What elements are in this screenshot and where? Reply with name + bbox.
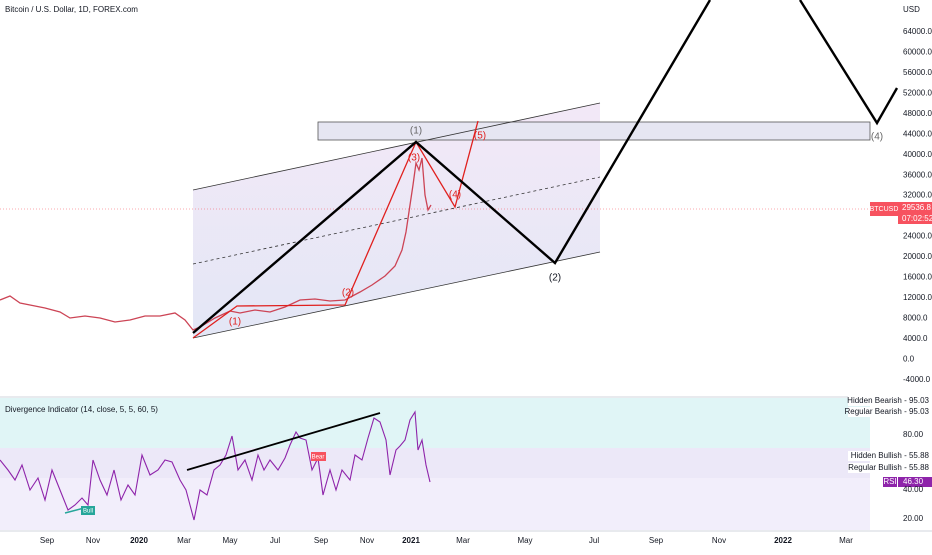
time-axis-label: Nov (712, 536, 726, 545)
countdown: 07:02:52 (902, 214, 932, 223)
price-axis-label: 20000.0 (903, 252, 932, 261)
black-wave-b (800, 0, 897, 123)
time-axis-label: Jul (270, 536, 280, 545)
indicator-title: Divergence Indicator (14, close, 5, 5, 6… (5, 405, 158, 414)
legend-text: Hidden Bearish - 95.03 (847, 396, 929, 405)
time-axis-label: Mar (839, 536, 853, 545)
price-axis-label: 60000.0 (903, 48, 932, 57)
price-axis-label: 24000.0 (903, 232, 932, 241)
last-price: 29536.8 (902, 203, 931, 212)
time-axis-label: Nov (86, 536, 100, 545)
price-axis-label: 44000.0 (903, 129, 932, 138)
rsi-name: RSI (883, 477, 896, 486)
price-axis-label: -4000.0 (903, 375, 931, 384)
price-axis-label: 16000.0 (903, 273, 932, 282)
wave-label: (2) (549, 273, 561, 284)
price-axis-label: 40000.0 (903, 150, 932, 159)
price-axis-label: 32000.0 (903, 191, 932, 200)
rsi-axis-label: 80.00 (903, 430, 924, 439)
rsi-band (0, 448, 870, 478)
bear-text: Bear (312, 455, 325, 461)
symbol: BTCUSD (870, 206, 899, 213)
lower-band (0, 478, 870, 530)
time-axis-label: Mar (177, 536, 191, 545)
time-axis-label: 2022 (774, 536, 792, 545)
wave-label: (4) (449, 190, 461, 201)
bull-text: Bull (83, 509, 93, 515)
time-axis-label: Sep (40, 536, 55, 545)
rsi-axis-label: 40.00 (903, 485, 924, 494)
price-axis-label: 8000.0 (903, 313, 928, 322)
time-axis-label: 2020 (130, 536, 148, 545)
currency: USD (903, 5, 920, 14)
time-axis-label: Sep (314, 536, 329, 545)
wave-label: (1) (410, 126, 422, 137)
price-axis-label: 36000.0 (903, 170, 932, 179)
time-axis-label: May (222, 536, 237, 545)
wave-label: (2) (342, 288, 354, 299)
rsi-axis-label: 20.00 (903, 514, 924, 523)
price-axis-label: 48000.0 (903, 109, 932, 118)
price-axis-label: 52000.0 (903, 88, 932, 97)
price-axis-label: 4000.0 (903, 334, 928, 343)
wave-label: (1) (229, 317, 241, 328)
legend-text: Regular Bullish - 55.88 (848, 463, 929, 472)
wave-label: (4) (871, 132, 883, 143)
price-axis-label: 56000.0 (903, 68, 932, 77)
wave-label: (5) (474, 131, 486, 142)
price-axis-label: 64000.0 (903, 27, 932, 36)
wave-label: (3) (408, 153, 420, 164)
legend-text: Hidden Bullish - 55.88 (851, 451, 930, 460)
legend-text: Regular Bearish - 95.03 (845, 407, 930, 416)
time-axis-label: Sep (649, 536, 664, 545)
time-axis-label: May (517, 536, 532, 545)
time-axis-label: Nov (360, 536, 374, 545)
resistance-zone (318, 122, 870, 140)
time-axis-label: Jul (589, 536, 599, 545)
time-axis-label: Mar (456, 536, 470, 545)
price-axis-label: 12000.0 (903, 293, 932, 302)
price-axis-label: 0.0 (903, 354, 915, 363)
time-axis-label: 2021 (402, 536, 420, 545)
chart-title: Bitcoin / U.S. Dollar, 1D, FOREX.com (5, 5, 138, 14)
